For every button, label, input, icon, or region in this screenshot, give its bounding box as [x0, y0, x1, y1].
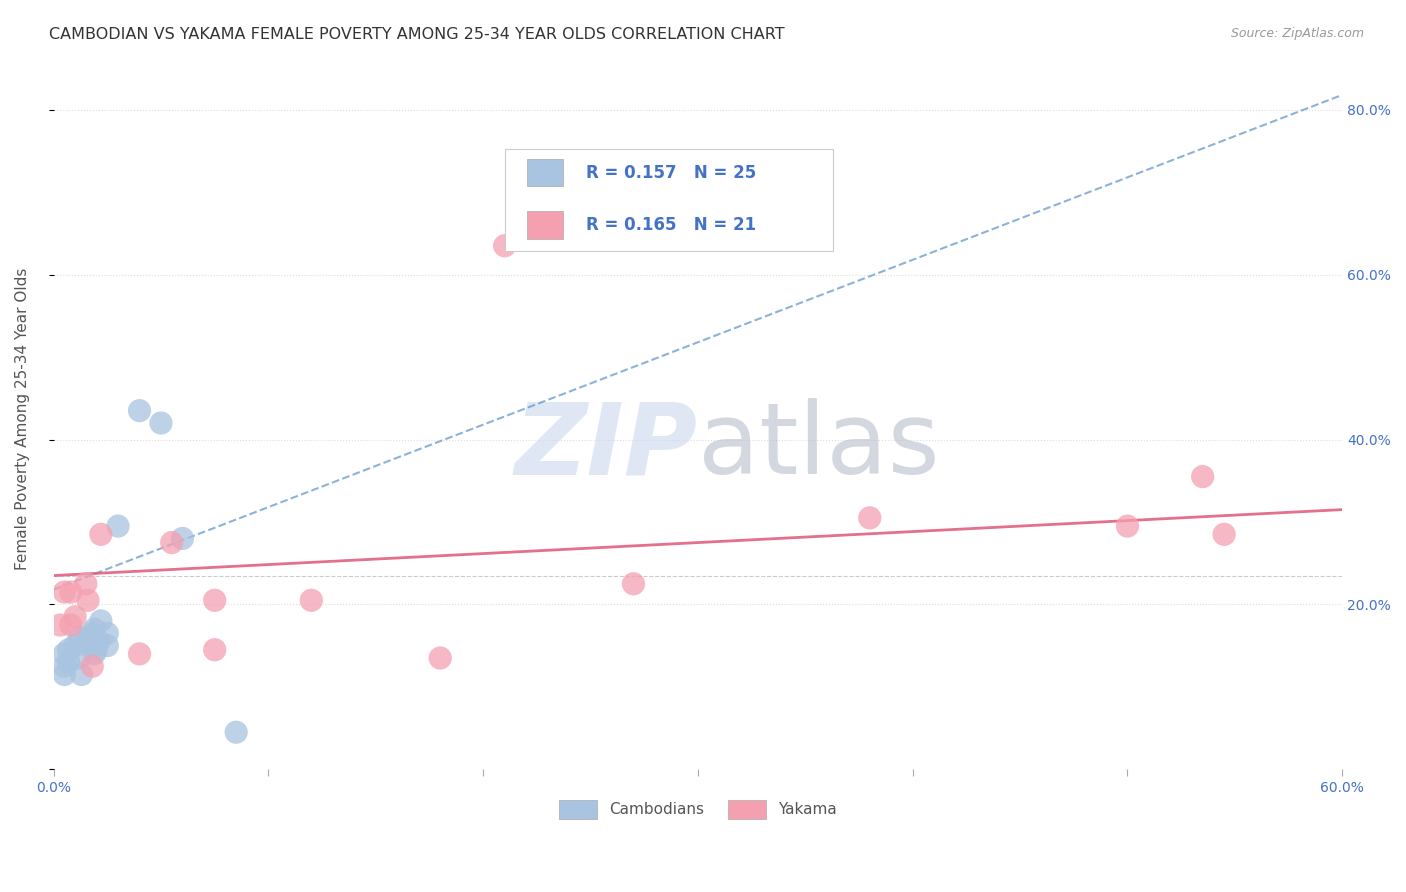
- Point: [160, 535, 183, 549]
- Point: [172, 532, 194, 546]
- Point: [87, 634, 110, 648]
- Point: [83, 647, 105, 661]
- Point: [225, 725, 247, 739]
- Point: [107, 519, 129, 533]
- Point: [494, 239, 516, 253]
- Point: [67, 631, 90, 645]
- Point: [96, 639, 118, 653]
- Text: CAMBODIAN VS YAKAMA FEMALE POVERTY AMONG 25-34 YEAR OLDS CORRELATION CHART: CAMBODIAN VS YAKAMA FEMALE POVERTY AMONG…: [49, 27, 785, 42]
- Point: [90, 614, 112, 628]
- Point: [429, 651, 451, 665]
- Point: [58, 655, 80, 669]
- Point: [63, 609, 86, 624]
- Point: [96, 626, 118, 640]
- Point: [77, 631, 100, 645]
- Point: [53, 647, 76, 661]
- Text: R = 0.165   N = 21: R = 0.165 N = 21: [586, 216, 756, 234]
- Point: [53, 585, 76, 599]
- Point: [623, 576, 645, 591]
- Text: atlas: atlas: [697, 399, 939, 495]
- Point: [82, 659, 104, 673]
- Point: [1191, 469, 1213, 483]
- Y-axis label: Female Poverty Among 25-34 Year Olds: Female Poverty Among 25-34 Year Olds: [15, 268, 30, 570]
- Point: [59, 618, 82, 632]
- Point: [67, 651, 90, 665]
- Point: [86, 642, 108, 657]
- Point: [1116, 519, 1139, 533]
- Point: [77, 593, 100, 607]
- Point: [70, 667, 93, 681]
- Point: [59, 585, 82, 599]
- FancyBboxPatch shape: [505, 149, 834, 251]
- Point: [90, 527, 112, 541]
- Point: [53, 659, 76, 673]
- Point: [859, 511, 882, 525]
- Point: [63, 639, 86, 653]
- Point: [204, 593, 226, 607]
- Point: [75, 576, 97, 591]
- Point: [1213, 527, 1236, 541]
- Legend: Cambodians, Yakama: Cambodians, Yakama: [553, 794, 842, 825]
- Text: ZIP: ZIP: [515, 399, 697, 495]
- Point: [204, 642, 226, 657]
- Point: [150, 416, 173, 430]
- Point: [53, 667, 76, 681]
- Point: [128, 403, 150, 417]
- Point: [75, 634, 97, 648]
- Text: Source: ZipAtlas.com: Source: ZipAtlas.com: [1230, 27, 1364, 40]
- Point: [58, 642, 80, 657]
- Text: R = 0.157   N = 25: R = 0.157 N = 25: [586, 163, 756, 181]
- Point: [49, 618, 72, 632]
- FancyBboxPatch shape: [526, 159, 562, 186]
- Point: [82, 626, 104, 640]
- Point: [82, 639, 104, 653]
- Point: [299, 593, 322, 607]
- FancyBboxPatch shape: [526, 211, 562, 239]
- Point: [83, 622, 105, 636]
- Point: [128, 647, 150, 661]
